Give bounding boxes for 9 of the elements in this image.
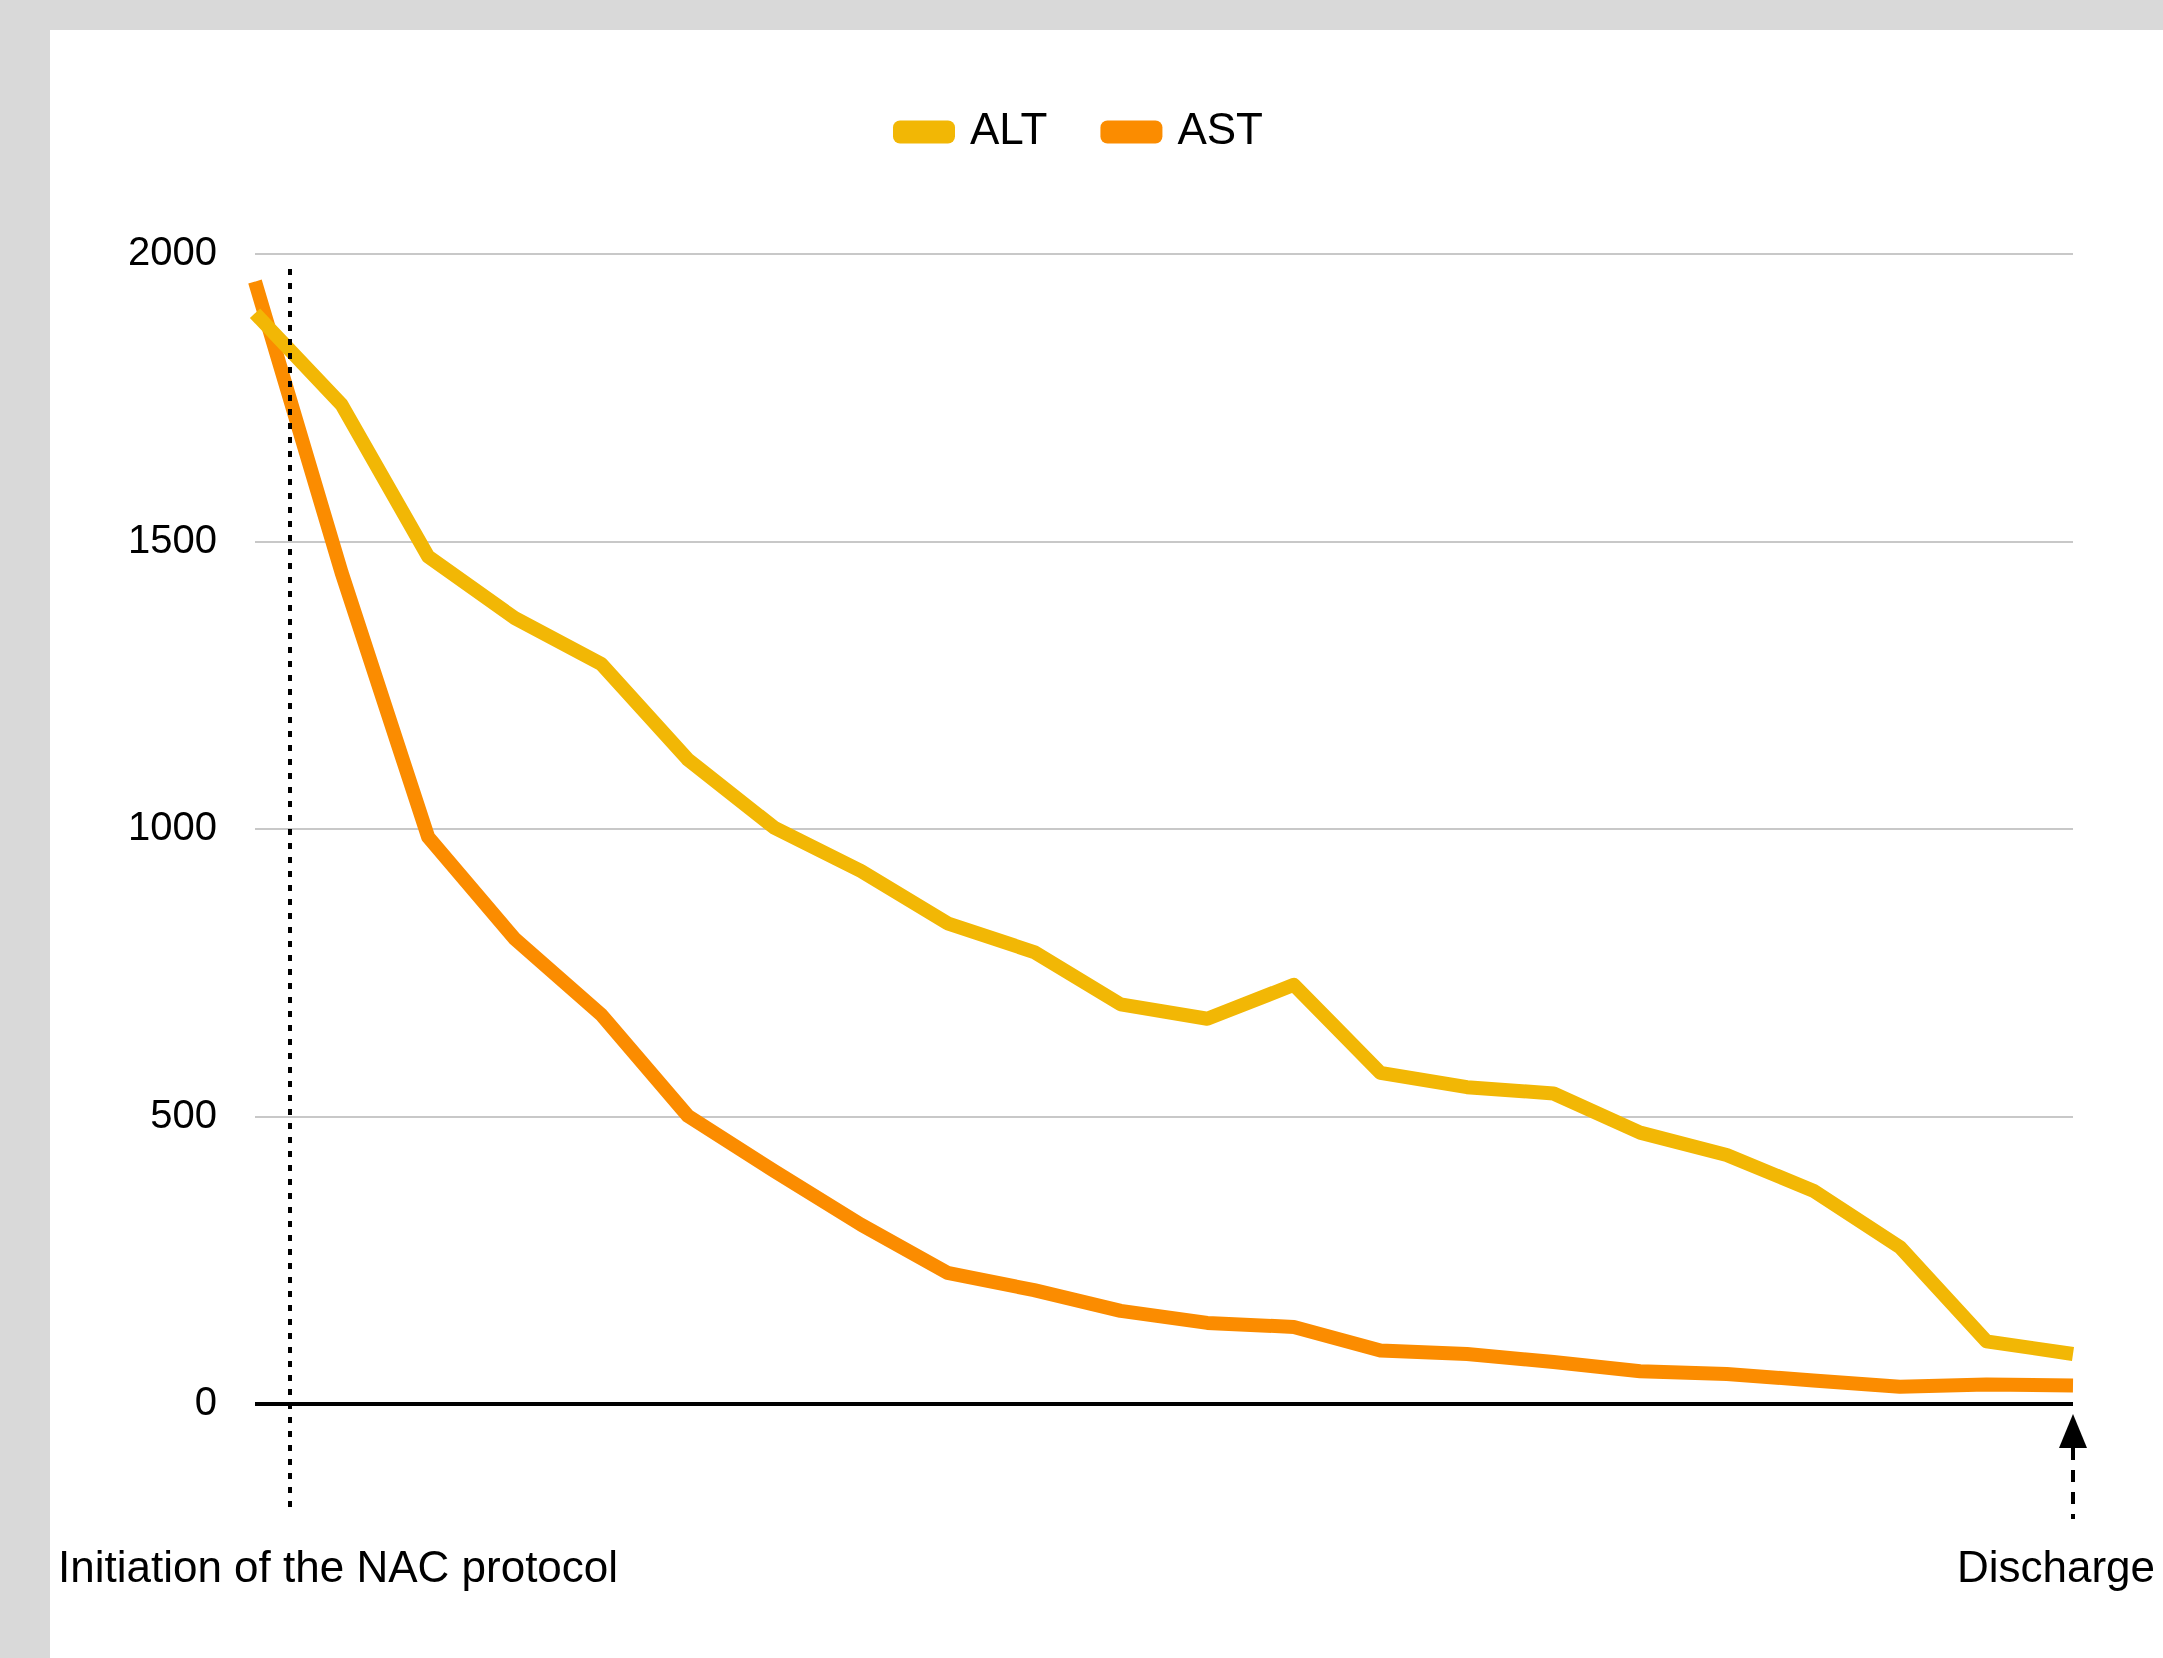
- y-tick-label: 1000: [128, 804, 217, 849]
- y-tick-label: 500: [150, 1091, 217, 1136]
- y-tick-label: 2000: [128, 229, 217, 274]
- y-tick-label: 1500: [128, 516, 217, 561]
- text: Initiation of the NAC protocol: [58, 1542, 619, 1592]
- y-tick-label: 0: [194, 1379, 217, 1424]
- legend-label: ALT: [970, 104, 1048, 154]
- text: Discharge: [1956, 1542, 2156, 1592]
- legend-label: AST: [1177, 104, 1264, 154]
